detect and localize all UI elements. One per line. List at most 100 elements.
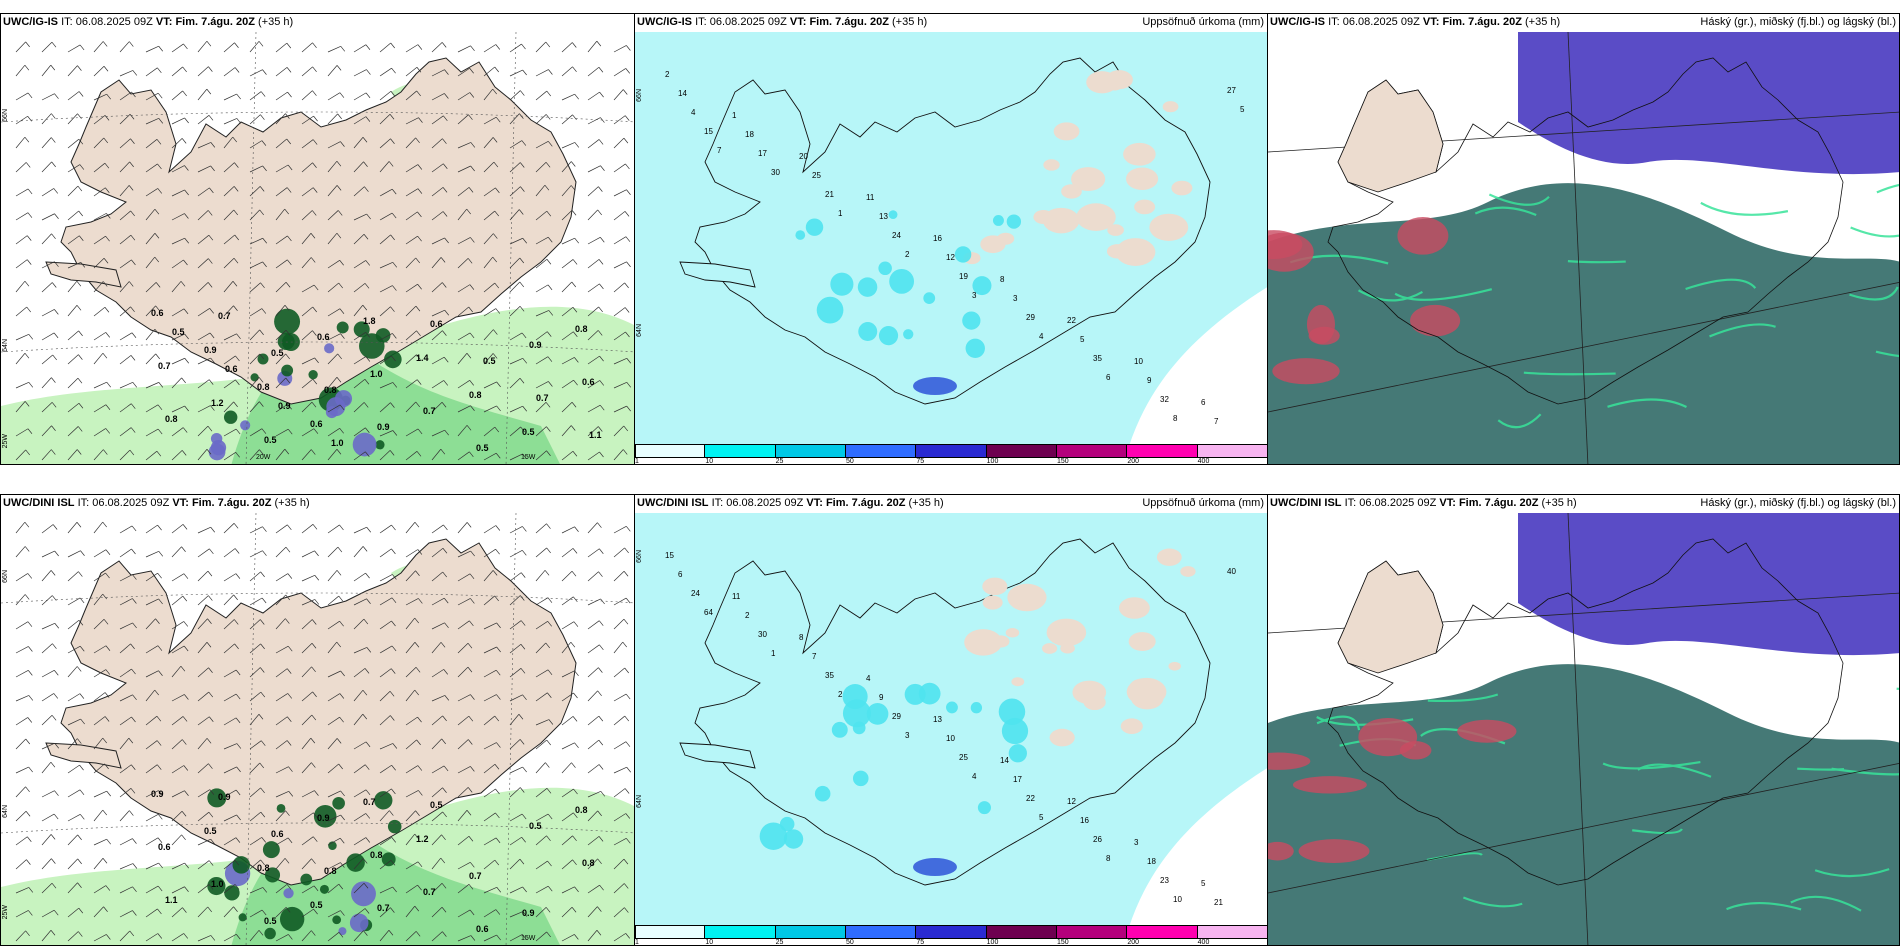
precip-cell <box>359 333 385 359</box>
colorbar-swatch <box>846 444 917 458</box>
wind-barb-flag <box>548 310 554 316</box>
wind-barb <box>223 93 237 101</box>
iceland-overlay <box>1327 538 1844 886</box>
precip-value-label: 0.8 <box>257 863 270 873</box>
wind-barb-flag <box>77 858 82 865</box>
wind-barb-flag <box>132 382 138 388</box>
wind-barb <box>561 570 573 582</box>
wind-barb <box>145 188 158 197</box>
wind-barb-flag <box>339 693 345 699</box>
wind-barb <box>301 115 314 125</box>
mid-cloud-band <box>1518 513 1899 655</box>
wind-barb-flag <box>78 91 84 97</box>
wind-barb <box>587 690 598 702</box>
wind-barb-flag <box>258 930 264 936</box>
wind-barb-flag <box>392 262 398 268</box>
wind-barb-flag <box>340 46 346 52</box>
wind-barb <box>171 765 185 774</box>
wind-barb <box>431 931 443 942</box>
cloud-edge-contour <box>1726 902 1802 911</box>
wind-barb <box>223 401 234 413</box>
wind-barb <box>93 737 104 750</box>
wind-barb-flag <box>547 597 553 603</box>
wind-barb <box>327 353 338 365</box>
wind-barb <box>41 261 55 269</box>
wind-barb <box>379 810 390 822</box>
wind-barb <box>275 524 288 534</box>
wind-barb-flag <box>571 210 577 216</box>
wind-barb-flag <box>626 838 631 844</box>
wind-barb-flag <box>365 260 371 266</box>
wind-barb <box>353 526 367 534</box>
precip-core <box>889 268 915 294</box>
colorbar-swatch <box>705 925 776 939</box>
wind-barb-flag <box>597 906 602 912</box>
precip-value-label: 0.8 <box>575 805 588 815</box>
wind-barb <box>613 907 625 918</box>
wind-barb-flag <box>392 382 398 388</box>
wind-barb-flag <box>599 380 605 386</box>
wind-barb <box>41 524 54 534</box>
wind-barb-flag <box>520 426 525 433</box>
wind-barb <box>41 595 53 606</box>
wind-barb-flag <box>131 525 137 532</box>
wind-barb-flag <box>158 862 163 869</box>
wind-barb-flag <box>337 113 342 120</box>
wind-barb <box>535 184 546 197</box>
wind-barb-flag <box>27 573 33 579</box>
wind-barb <box>301 187 314 197</box>
wind-barb <box>327 404 341 413</box>
wind-barb-flag <box>365 332 370 338</box>
precip-value-label: 0.8 <box>582 858 595 868</box>
wind-barb <box>535 719 550 726</box>
wind-barb <box>249 377 260 389</box>
wind-barb-flag <box>260 643 265 650</box>
lat-label-25w: 25W <box>2 905 9 920</box>
precip-value-label: 1 <box>732 111 737 120</box>
wind-barb-flag <box>520 186 525 192</box>
wind-barb <box>353 233 365 245</box>
wind-barb <box>275 858 286 870</box>
wind-barb <box>93 213 107 221</box>
wind-barb <box>301 66 313 77</box>
wind-barb-flag <box>522 358 528 364</box>
wind-barb-flag <box>235 669 241 676</box>
wind-barb-flag <box>235 789 241 796</box>
wind-barb <box>67 619 80 630</box>
wind-barb <box>353 813 366 822</box>
wind-barb-flag <box>470 237 475 243</box>
wind-barb-flag <box>626 767 632 773</box>
wind-barb <box>93 115 106 125</box>
wind-barb-flag <box>312 691 317 698</box>
precip-value-label: 14 <box>1000 756 1009 765</box>
wind-barb-flag <box>417 765 423 771</box>
wind-barb <box>197 210 209 221</box>
wind-barb-flag <box>79 597 85 604</box>
wind-barb-flag <box>287 716 292 722</box>
wind-barb <box>93 235 106 245</box>
wind-barb-flag <box>132 838 137 844</box>
wind-barb <box>353 283 366 293</box>
wind-barb <box>171 716 184 726</box>
wind-barb-flag <box>102 858 108 864</box>
wind-barb-flag <box>236 93 241 100</box>
wind-barb-flag <box>129 41 134 47</box>
precip-value-label: 26 <box>1093 835 1102 844</box>
wind-barb-flag <box>208 595 213 601</box>
wind-barb-flag <box>235 355 240 362</box>
wind-barb <box>535 140 549 149</box>
wind-barb-flag <box>470 405 475 411</box>
wind-barb <box>353 44 367 53</box>
wind-barb <box>93 790 107 798</box>
precip-core <box>878 326 899 346</box>
wind-barb <box>145 813 159 822</box>
wind-barb-flag <box>546 426 551 432</box>
wind-barb <box>145 618 156 630</box>
precip-value-label: 0.7 <box>218 311 231 321</box>
precip-value-label: 0.9 <box>529 340 542 350</box>
panel-header: UWC/DINI ISL IT: 06.08.2025 09Z VT: Fim.… <box>637 497 944 509</box>
wind-barb-flag <box>470 550 475 557</box>
wind-barb-flag <box>443 524 448 531</box>
wind-barb-flag <box>25 786 30 793</box>
wind-barb <box>379 620 392 630</box>
